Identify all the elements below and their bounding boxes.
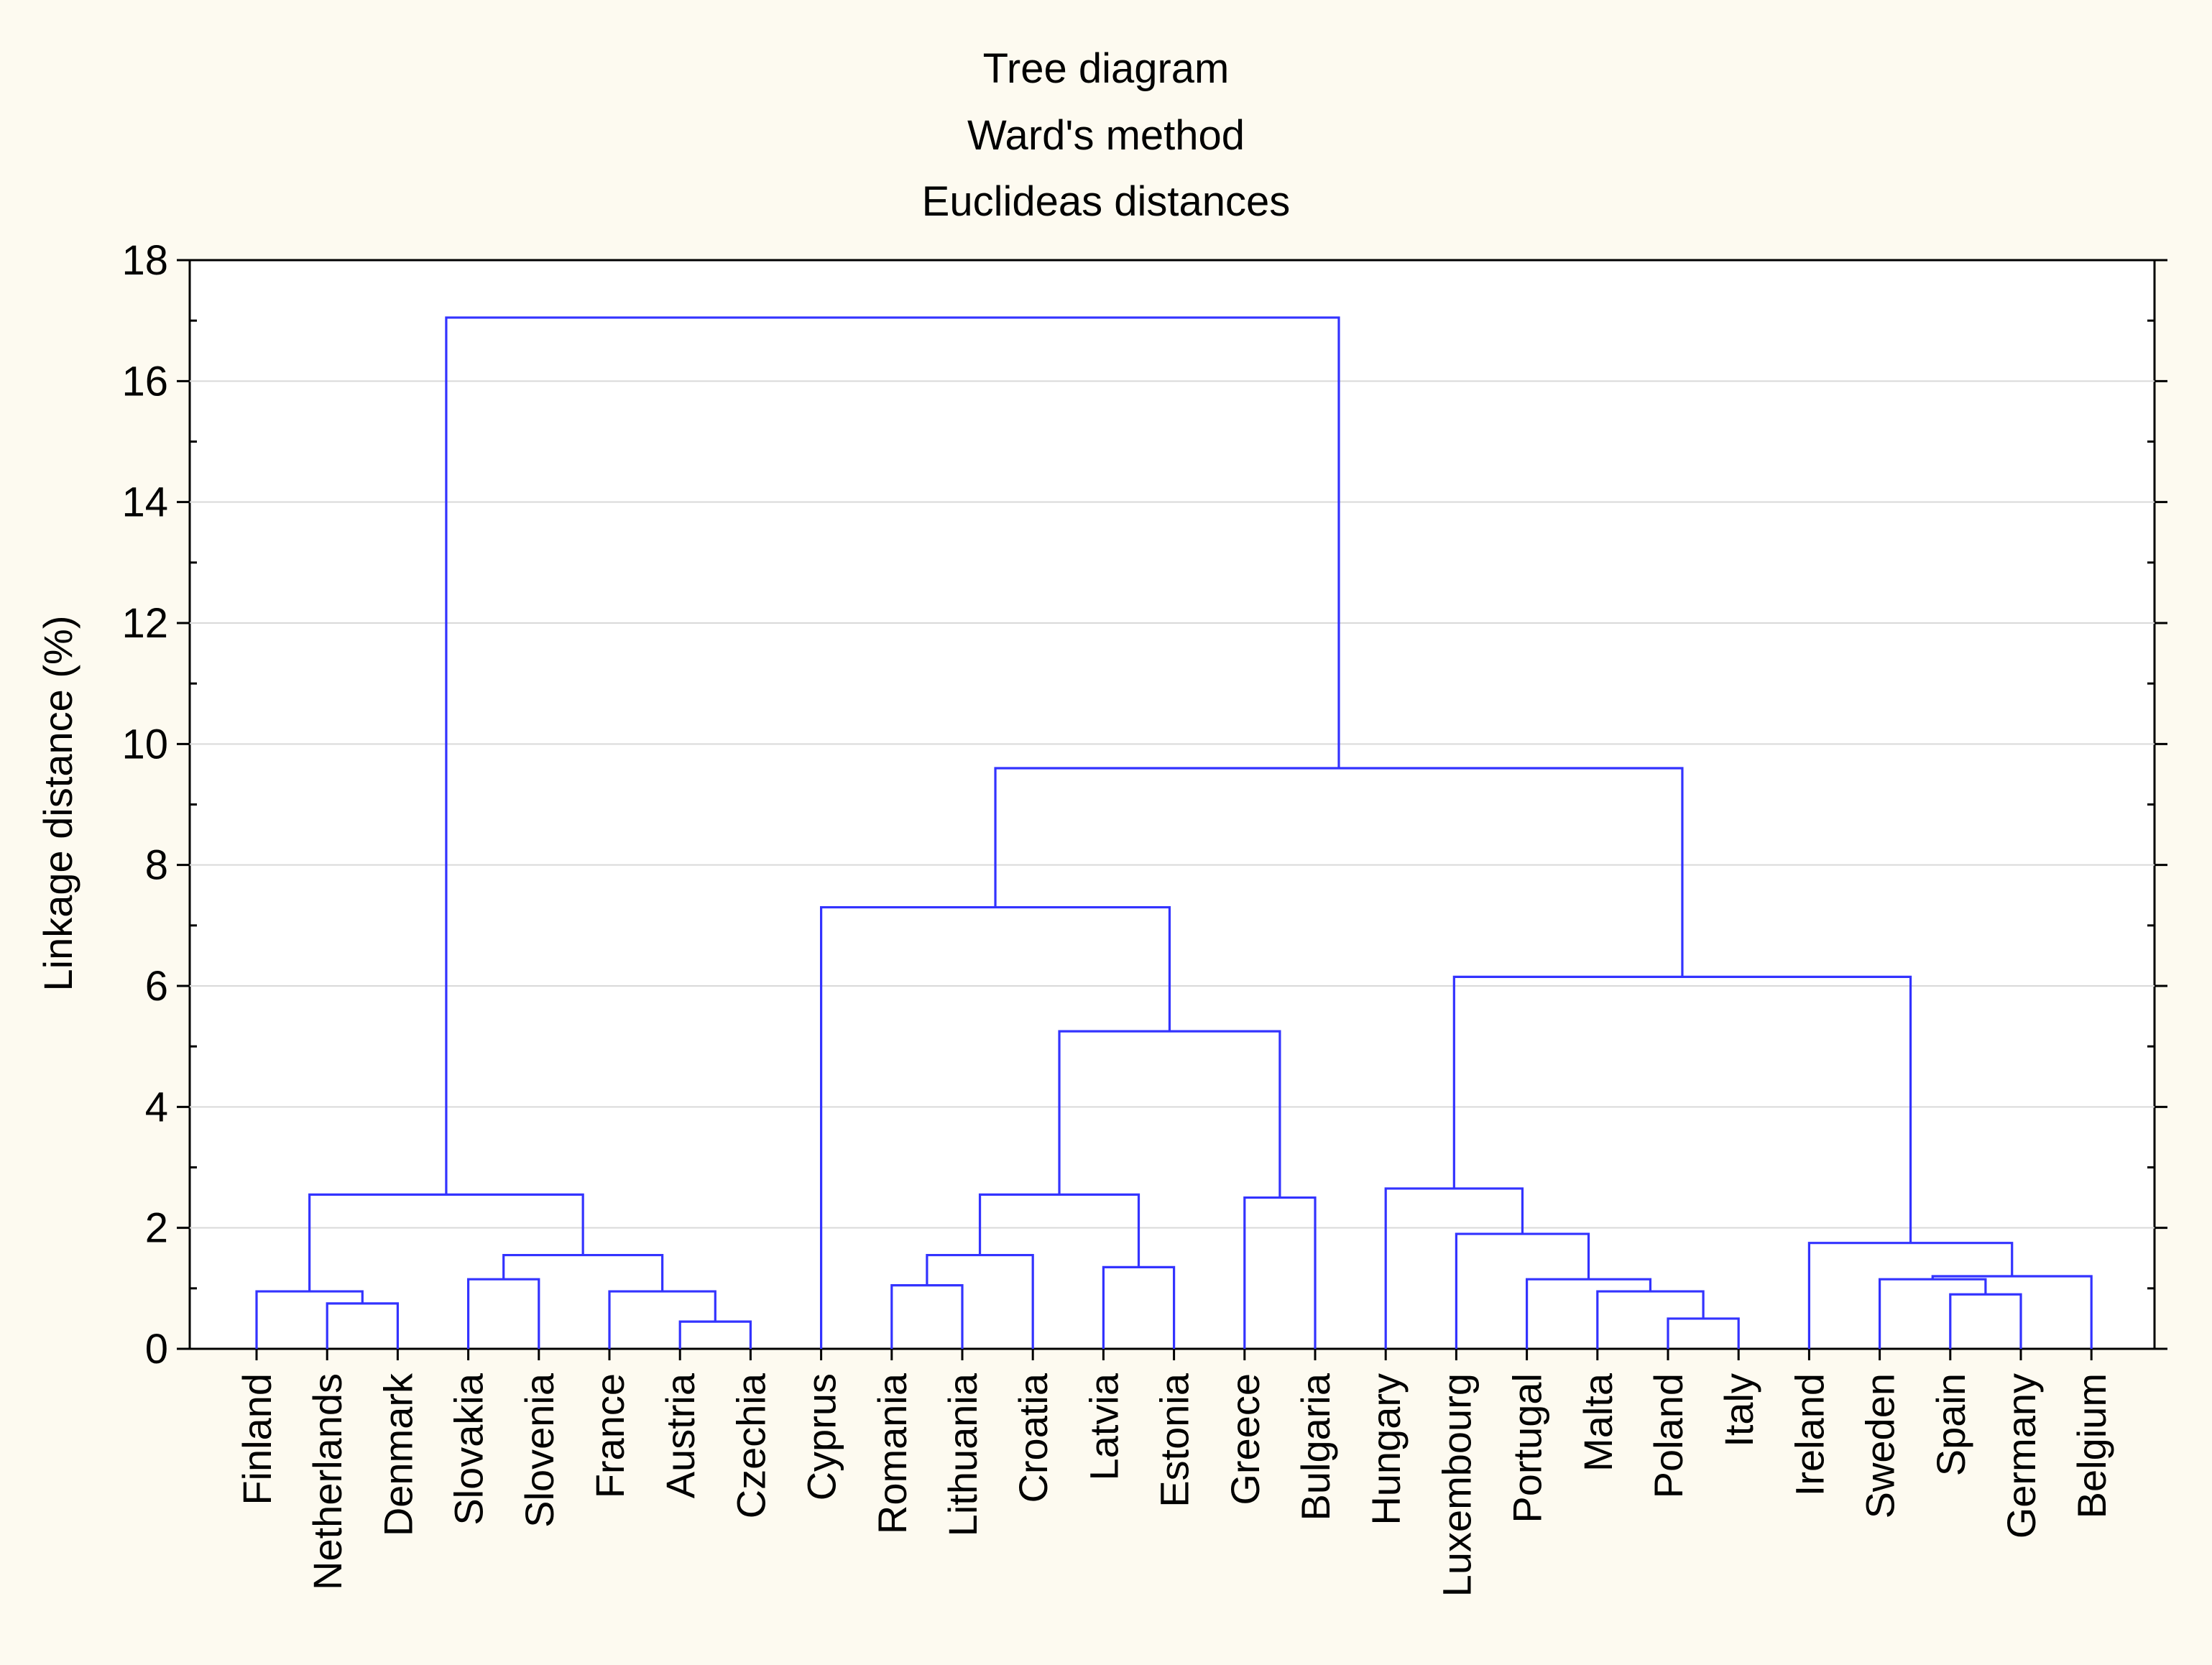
leaf-label-netherlands: Netherlands: [305, 1373, 350, 1590]
dendrogram-link-m11: [978, 1193, 1140, 1268]
dendrogram-link-m3: [467, 1278, 540, 1349]
dendrogram-link-m19: [1384, 1187, 1524, 1349]
leaf-label-estonia: Estonia: [1152, 1373, 1197, 1508]
leaf-label-denmark: Denmark: [375, 1373, 420, 1536]
y-axis-title: Linkage distance (%): [35, 616, 80, 992]
dendrogram-link-m15: [1667, 1317, 1740, 1349]
leaf-label-bulgaria: Bulgaria: [1293, 1373, 1338, 1521]
title-line-3: Euclideas distances: [922, 178, 1291, 225]
y-axis-ticks: 0 2 4 6 8 10 12 14 16 18: [121, 237, 2167, 1373]
leaf-label-germany: Germany: [1999, 1373, 2044, 1539]
leaf-label-lithuania: Lithuania: [940, 1373, 985, 1536]
leaf-label-belgium: Belgium: [2069, 1373, 2114, 1518]
dendrogram-link-m26: [445, 316, 1340, 1195]
leaf-label-luxembourg: Luxembourg: [1434, 1373, 1479, 1597]
leaf-label-italy: Italy: [1716, 1373, 1761, 1447]
leaf-label-hungary: Hungary: [1363, 1373, 1409, 1526]
dendrogram-link-m24: [1452, 975, 1912, 1243]
y-tick-label: 14: [121, 479, 168, 526]
leaf-label-austria: Austria: [658, 1373, 703, 1498]
leaf-label-greece: Greece: [1222, 1373, 1268, 1505]
leaf-label-sweden: Sweden: [1858, 1373, 1903, 1518]
leaf-label-france: France: [587, 1373, 632, 1498]
dendrogram-link-m4: [678, 1320, 752, 1349]
leaf-label-ireland: Ireland: [1787, 1373, 1832, 1496]
dendrogram-link-m8: [890, 1284, 964, 1349]
dendrogram-link-m10: [1102, 1265, 1176, 1349]
dendrogram-link-m23: [1807, 1242, 2014, 1349]
dendrogram-link-m21: [1879, 1278, 1987, 1349]
dendrogram-link-m7: [308, 1193, 584, 1292]
leaf-label-romania: Romania: [870, 1373, 915, 1534]
y-tick-label: 8: [145, 842, 168, 889]
leaf-label-slovenia: Slovenia: [517, 1373, 562, 1528]
leaf-labels: Finland Netherlands Denmark Slovakia Sloveni…: [234, 1349, 2114, 1597]
y-tick-label: 16: [121, 358, 168, 405]
chart-title: Tree diagram Ward's method Euclideas dis…: [922, 45, 1291, 225]
y-tick-label: 4: [145, 1084, 168, 1130]
y-tick-label: 18: [121, 237, 168, 284]
dendrogram-link-m17: [1526, 1278, 1652, 1349]
leaf-label-czechia: Czechia: [728, 1373, 773, 1518]
dendrogram-links: [255, 316, 2093, 1349]
leaf-label-latvia: Latvia: [1081, 1373, 1126, 1480]
leaf-label-spain: Spain: [1928, 1373, 1973, 1476]
minor-ticks: [190, 319, 2155, 1290]
leaf-label-finland: Finland: [234, 1373, 280, 1505]
y-tick-label: 2: [145, 1205, 168, 1252]
plot-area: [188, 259, 2156, 1350]
dendrogram-link-m13: [1058, 1030, 1281, 1198]
leaf-label-malta: Malta: [1575, 1373, 1621, 1472]
title-line-2: Ward's method: [967, 112, 1245, 159]
title-line-1: Tree diagram: [983, 45, 1230, 92]
leaf-label-croatia: Croatia: [1010, 1373, 1056, 1503]
leaf-label-portugal: Portugal: [1505, 1373, 1550, 1523]
y-tick-label: 0: [145, 1326, 168, 1373]
y-tick-label: 12: [121, 600, 168, 647]
leaf-label-poland: Poland: [1646, 1373, 1691, 1498]
y-tick-label: 10: [121, 721, 168, 767]
leaf-label-slovakia: Slovakia: [446, 1373, 492, 1526]
grid-lines: [190, 380, 2155, 1229]
leaf-label-cyprus: Cyprus: [799, 1373, 844, 1500]
y-tick-label: 6: [145, 963, 168, 1010]
dendrogram-link-m1: [326, 1302, 399, 1349]
